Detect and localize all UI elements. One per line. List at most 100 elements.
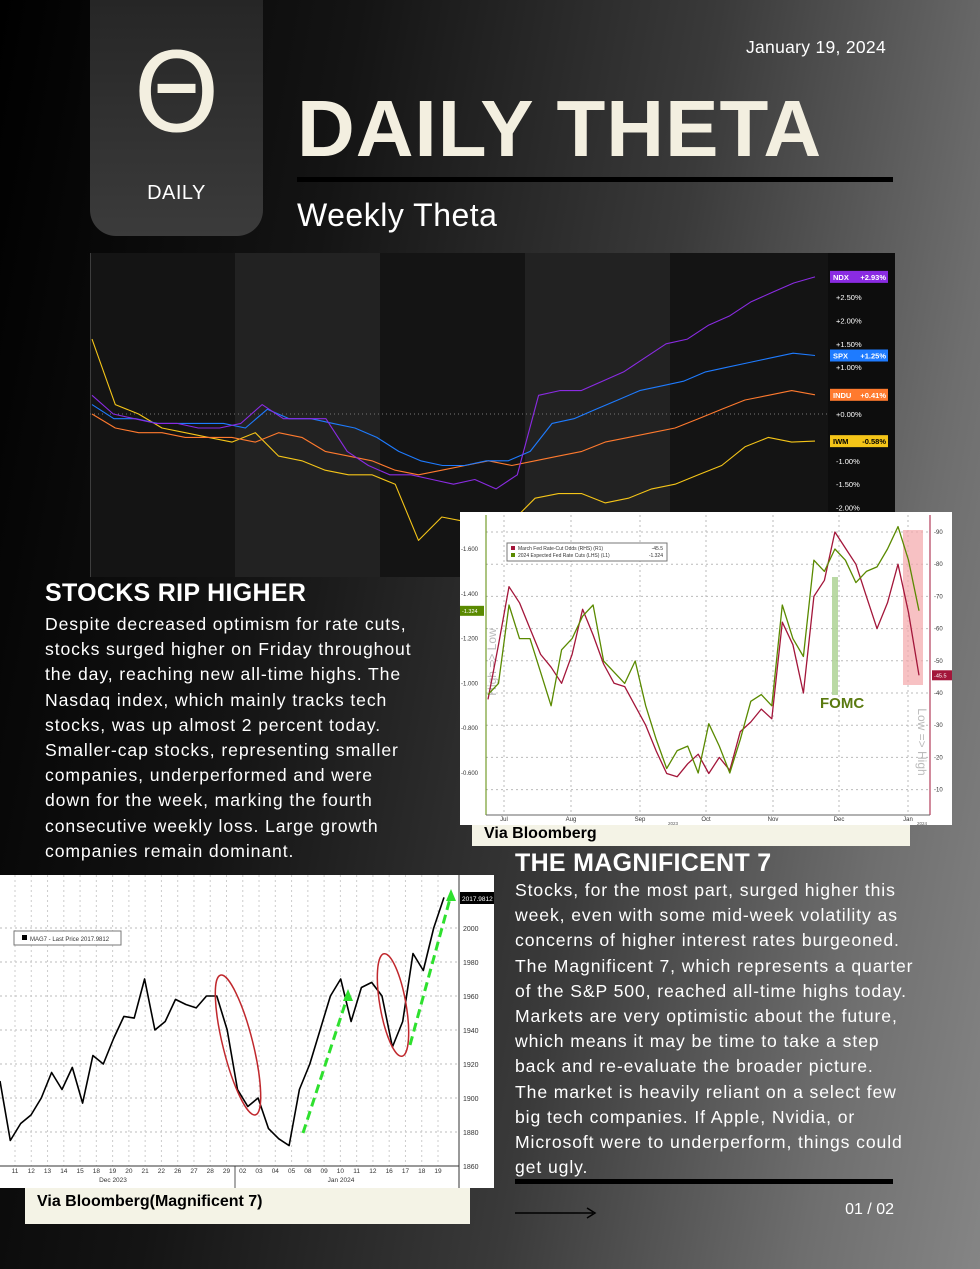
arrowhead-icon	[446, 889, 456, 901]
legend-swatch	[511, 553, 515, 557]
x-tick-label: 02	[239, 1168, 247, 1175]
x-tick-label: 03	[255, 1168, 263, 1175]
y-tick-label: 1940	[463, 1028, 479, 1035]
series-line-rate-cut-odds	[487, 531, 920, 778]
right-tick-label: -60	[934, 627, 943, 633]
x-tick-label: 05	[288, 1168, 296, 1175]
x-tick-label: 18	[93, 1168, 101, 1175]
x-tick-label: Oct	[701, 817, 711, 823]
year-label: 2024	[917, 821, 928, 825]
x-tick-label: 04	[272, 1168, 280, 1175]
left-tick-label: -1.400	[461, 592, 479, 598]
y-tick-label: +2.00%	[836, 316, 862, 325]
y-tick-label: -1.00%	[836, 457, 860, 466]
annotation-ellipse	[214, 974, 262, 1116]
left-tick-label: -0.800	[461, 726, 479, 732]
body-line: concerns of higher interest rates burgeo…	[515, 930, 900, 951]
logo-label: DAILY	[147, 182, 206, 204]
x-tick-label: 26	[174, 1168, 182, 1175]
body-line: Despite decreased optimism for rate cuts…	[45, 614, 407, 634]
y-tick-label: 1860	[463, 1164, 479, 1171]
x-tick-label: 14	[60, 1168, 68, 1175]
page-number: 01 / 02	[845, 1201, 894, 1218]
body-line: which means it may be time to take a ste…	[515, 1031, 880, 1052]
left-tick-label: -0.600	[461, 771, 479, 777]
body-line: Stocks, for the most part, surged higher…	[515, 880, 896, 900]
x-tick-label: 28	[207, 1168, 215, 1175]
x-tick-label: 12	[28, 1168, 36, 1175]
x-tick-label: Aug	[566, 817, 577, 823]
body-line: big tech companies. If Apple, Nvidia, or	[515, 1106, 856, 1127]
body-line: Markets are very optimistic about the fu…	[515, 1006, 898, 1027]
arrowhead-icon	[343, 989, 353, 1001]
x-tick-label: 15	[76, 1168, 84, 1175]
body-line: back and re-evaluate the broader picture…	[515, 1056, 874, 1077]
legend-value: -1.324	[649, 553, 663, 559]
series-tag-indu	[830, 388, 888, 401]
x-tick-label: 11	[12, 1168, 19, 1175]
body-line: down for the week, marking the fourth	[45, 790, 373, 811]
body-line: stocks, was up almost 2 percent today.	[45, 714, 382, 735]
series-tag-iwm	[830, 435, 888, 448]
series-tag-value: +0.41%	[860, 391, 886, 400]
legend-label: MAG7 - Last Price 2017.9812	[30, 937, 110, 943]
chart-caption-bloomberg: Via Bloomberg	[472, 825, 910, 846]
x-tick-label: 19	[109, 1168, 117, 1175]
y-tick-label: 2000	[463, 926, 479, 933]
y-tick-label: -1.50%	[836, 480, 860, 489]
last-price-tag	[460, 892, 494, 904]
series-tag-ndx	[830, 270, 888, 283]
legend-value: -45.5	[652, 546, 664, 552]
series-tag-value: -0.58%	[862, 437, 886, 446]
chart-caption-mag7: Via Bloomberg(Magnificent 7)	[25, 1188, 470, 1224]
month-label: Jan 2024	[328, 1177, 355, 1184]
section-heading-stocks: STOCKS RIP HIGHER	[45, 579, 307, 607]
index-performance-chart: +2.50% +2.00% +1.50% +1.00% +0.00% -1.00% -1.5…	[90, 253, 895, 577]
series-line-ndx	[91, 276, 816, 490]
x-tick-label: 17	[402, 1168, 410, 1175]
y-tick-label: 1920	[463, 1062, 479, 1069]
left-tick-label: -1.200	[461, 637, 479, 643]
x-tick-label: 19	[434, 1168, 442, 1175]
x-tick-label: Jul	[500, 817, 508, 823]
theta-logo-icon: Θ	[133, 29, 220, 157]
series-line-spx	[91, 352, 816, 467]
series-line-mag7	[0, 897, 445, 1147]
x-tick-label: 29	[223, 1168, 231, 1175]
page-subtitle: Weekly Theta	[297, 197, 498, 233]
body-line: the day, reaching new all-time highs. Th…	[45, 664, 402, 685]
x-tick-label: 27	[190, 1168, 198, 1175]
title-divider	[297, 177, 893, 182]
y-tick-label: +1.50%	[836, 340, 862, 349]
legend-box	[506, 542, 668, 562]
body-line: Smaller-cap stocks, representing smaller	[45, 740, 399, 761]
x-tick-label: Jan	[903, 817, 913, 823]
x-tick-label: 20	[125, 1168, 133, 1175]
right-tick-label: -50	[934, 659, 943, 665]
series-tag-value: +1.25%	[860, 352, 886, 361]
body-line: of the S&P 500, reached all-time highs t…	[515, 980, 907, 1001]
annotation-ellipse	[376, 952, 410, 1058]
y-tick-label: +0.00%	[836, 410, 862, 419]
body-line: stocks surged higher on Friday throughou…	[45, 639, 412, 660]
right-tick-label: -20	[934, 755, 943, 761]
trend-arrow-icon	[301, 994, 350, 1134]
x-tick-label: 12	[369, 1168, 377, 1175]
x-tick-label: 10	[337, 1168, 345, 1175]
page-title: DAILY THETA	[297, 84, 823, 173]
body-line: Microsoft were to underperform, things c…	[515, 1132, 903, 1153]
x-tick-label: 18	[418, 1168, 426, 1175]
y-tick-label: 1980	[463, 960, 479, 967]
left-tick-label: -1.600	[461, 547, 479, 553]
series-line-expected-cuts	[487, 525, 920, 774]
y-tick-label: 1880	[463, 1130, 479, 1137]
next-arrow-icon[interactable]	[515, 1206, 597, 1220]
legend-label: 2024 Expected Fed Rate Cuts (LHS) (L1)	[518, 553, 610, 559]
body-line: The Magnificent 7, which represents a qu…	[515, 955, 914, 976]
last-price-value: 2017.9812	[462, 896, 493, 903]
logo-badge: Θ DAILY	[90, 0, 263, 236]
month-label: Dec 2023	[99, 1177, 127, 1184]
left-axis-title: High => Low	[485, 628, 499, 696]
trend-arrow-icon	[408, 894, 453, 1046]
body-line: consecutive weekly loss. Large growth	[45, 815, 379, 836]
